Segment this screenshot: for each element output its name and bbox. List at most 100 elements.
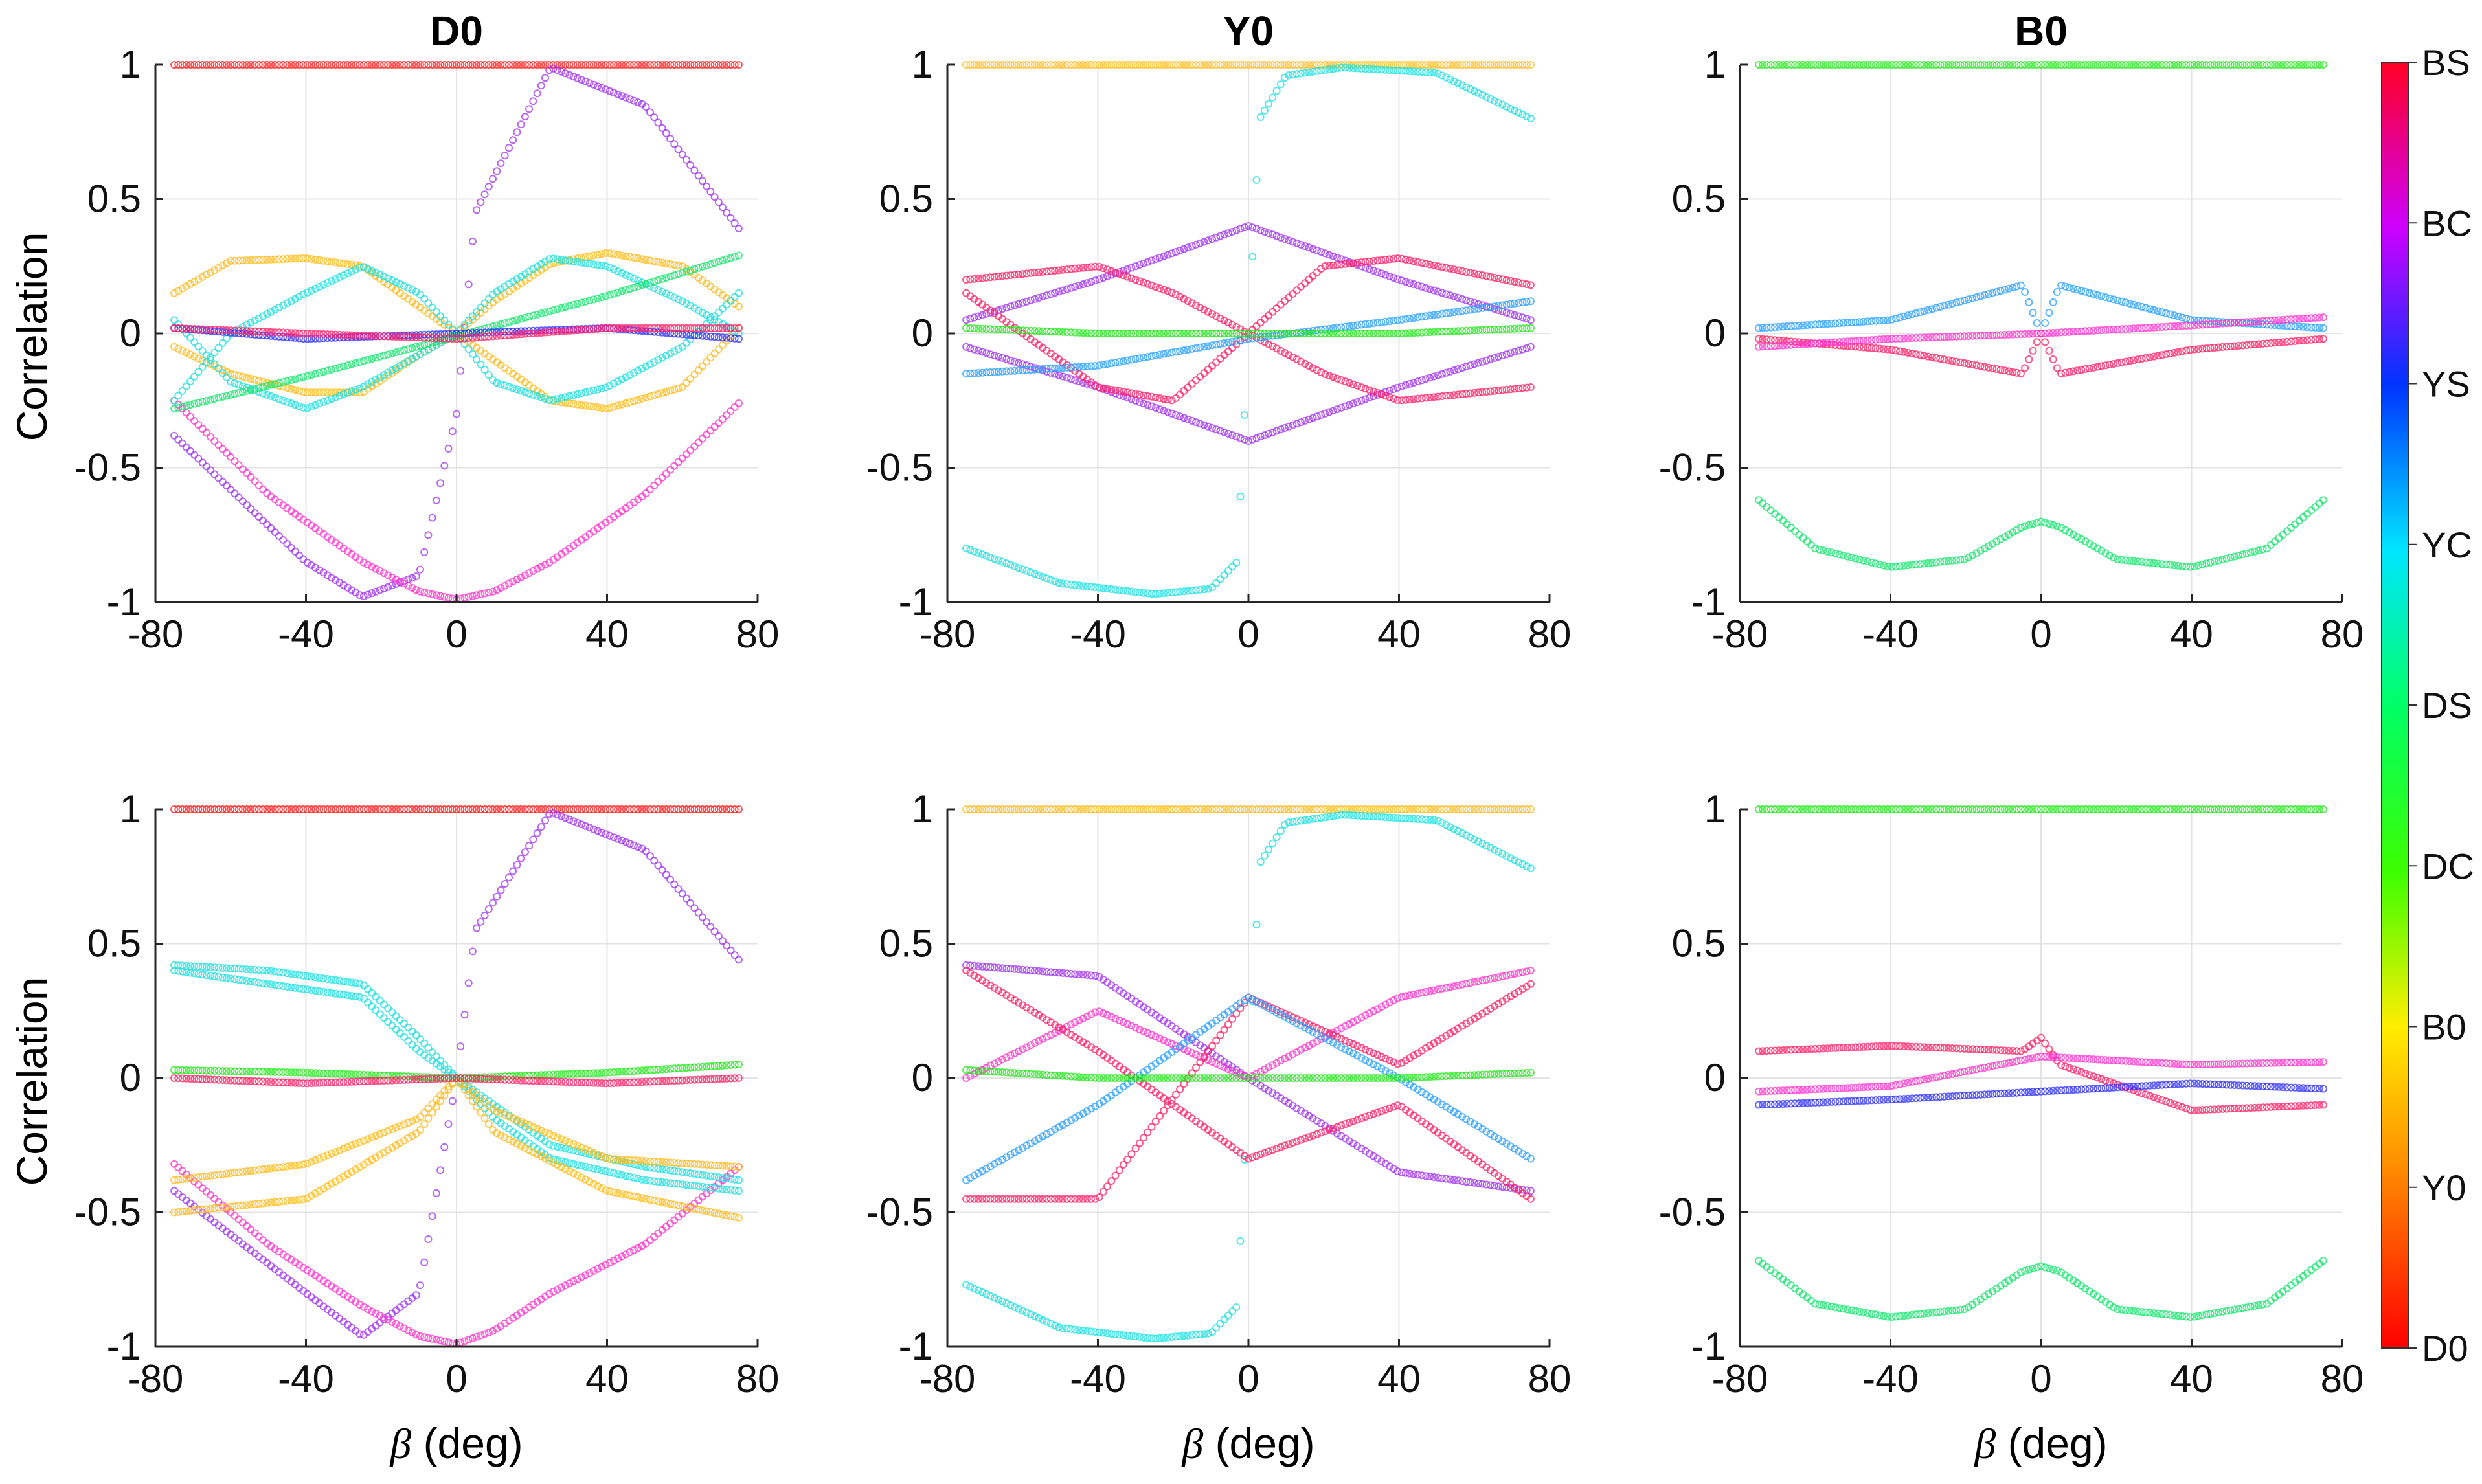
data-point xyxy=(1196,585,1204,594)
data-point xyxy=(1248,223,1257,232)
data-point xyxy=(605,381,614,390)
data-point xyxy=(994,556,1002,565)
data-point xyxy=(319,330,328,338)
data-point xyxy=(565,815,574,824)
data-point xyxy=(962,276,971,284)
y-tick-label: 1 xyxy=(120,43,141,86)
data-point xyxy=(416,333,424,342)
data-point xyxy=(678,454,686,462)
data-point xyxy=(1035,293,1043,302)
data-point xyxy=(1377,390,1386,399)
data-point xyxy=(565,399,574,407)
data-point xyxy=(694,264,703,272)
data-point xyxy=(646,324,654,332)
data-point xyxy=(372,1132,380,1140)
data-point xyxy=(666,291,675,300)
data-point xyxy=(2041,61,2049,69)
data-point xyxy=(598,61,606,69)
data-point xyxy=(1329,324,1337,332)
data-point xyxy=(1147,590,1156,598)
data-point xyxy=(214,344,223,352)
data-point xyxy=(630,253,638,262)
data-point xyxy=(480,1330,489,1338)
data-point xyxy=(432,308,440,316)
data-point xyxy=(626,95,634,104)
data-point xyxy=(311,1156,319,1164)
data-point xyxy=(962,1281,971,1289)
data-point xyxy=(1164,589,1172,597)
data-point xyxy=(1345,322,1353,330)
data-point xyxy=(703,332,711,341)
data-point xyxy=(1406,379,1414,388)
data-point xyxy=(1240,411,1248,419)
data-point xyxy=(626,371,634,379)
panel-title: B0 xyxy=(2014,8,2068,54)
data-point xyxy=(1393,67,1402,74)
data-point xyxy=(1111,389,1120,398)
data-point xyxy=(1240,223,1248,232)
data-point xyxy=(501,581,509,590)
data-point xyxy=(650,277,659,286)
data-point xyxy=(480,61,489,69)
data-point xyxy=(1297,330,1305,337)
data-point xyxy=(379,273,388,281)
data-point xyxy=(291,401,299,409)
data-point xyxy=(1168,330,1176,337)
data-point xyxy=(404,581,412,590)
data-point xyxy=(1417,68,1426,76)
data-point xyxy=(1823,61,1831,69)
data-point xyxy=(517,573,525,581)
data-point xyxy=(448,335,457,343)
data-point xyxy=(234,372,243,380)
data-point xyxy=(319,334,328,343)
data-point xyxy=(962,343,971,351)
data-point xyxy=(453,61,460,69)
data-point xyxy=(1482,356,1491,365)
data-point xyxy=(1127,330,1136,337)
data-point xyxy=(505,61,513,69)
data-point xyxy=(1240,330,1248,337)
data-point xyxy=(658,258,666,267)
data-point xyxy=(1046,290,1055,298)
data-point xyxy=(1083,279,1091,287)
data-point xyxy=(1301,416,1309,425)
data-point xyxy=(198,61,207,69)
data-point xyxy=(654,324,662,332)
data-point xyxy=(703,324,711,332)
data-point xyxy=(1486,326,1495,334)
data-point xyxy=(1486,387,1495,396)
data-point xyxy=(1944,61,1952,69)
data-point xyxy=(501,381,509,390)
data-point xyxy=(1386,317,1393,326)
data-point xyxy=(678,383,686,391)
data-point xyxy=(1232,61,1241,69)
data-point xyxy=(190,451,199,459)
data-point xyxy=(223,373,231,381)
data-point xyxy=(1381,330,1390,337)
data-point xyxy=(1144,589,1152,598)
data-point xyxy=(335,388,344,397)
data-point xyxy=(218,369,227,377)
data-point xyxy=(1059,372,1067,381)
data-point xyxy=(541,1128,549,1136)
data-point xyxy=(1228,337,1237,346)
data-point xyxy=(1506,309,1515,318)
data-point xyxy=(1992,61,2001,69)
data-point xyxy=(1022,326,1031,335)
data-point xyxy=(1119,271,1127,280)
data-point xyxy=(1446,327,1454,335)
data-point xyxy=(1972,61,1981,69)
data-point xyxy=(263,390,271,399)
data-point xyxy=(2053,61,2061,69)
data-point xyxy=(1160,61,1168,69)
data-point xyxy=(214,394,223,402)
data-point xyxy=(1171,330,1180,337)
data-point xyxy=(408,331,416,339)
data-point xyxy=(561,61,570,69)
data-point xyxy=(1002,367,1011,376)
data-point xyxy=(670,261,679,269)
data-point xyxy=(1022,269,1031,278)
data-point xyxy=(1888,563,1896,571)
data-point xyxy=(986,325,995,333)
data-point xyxy=(368,377,376,386)
